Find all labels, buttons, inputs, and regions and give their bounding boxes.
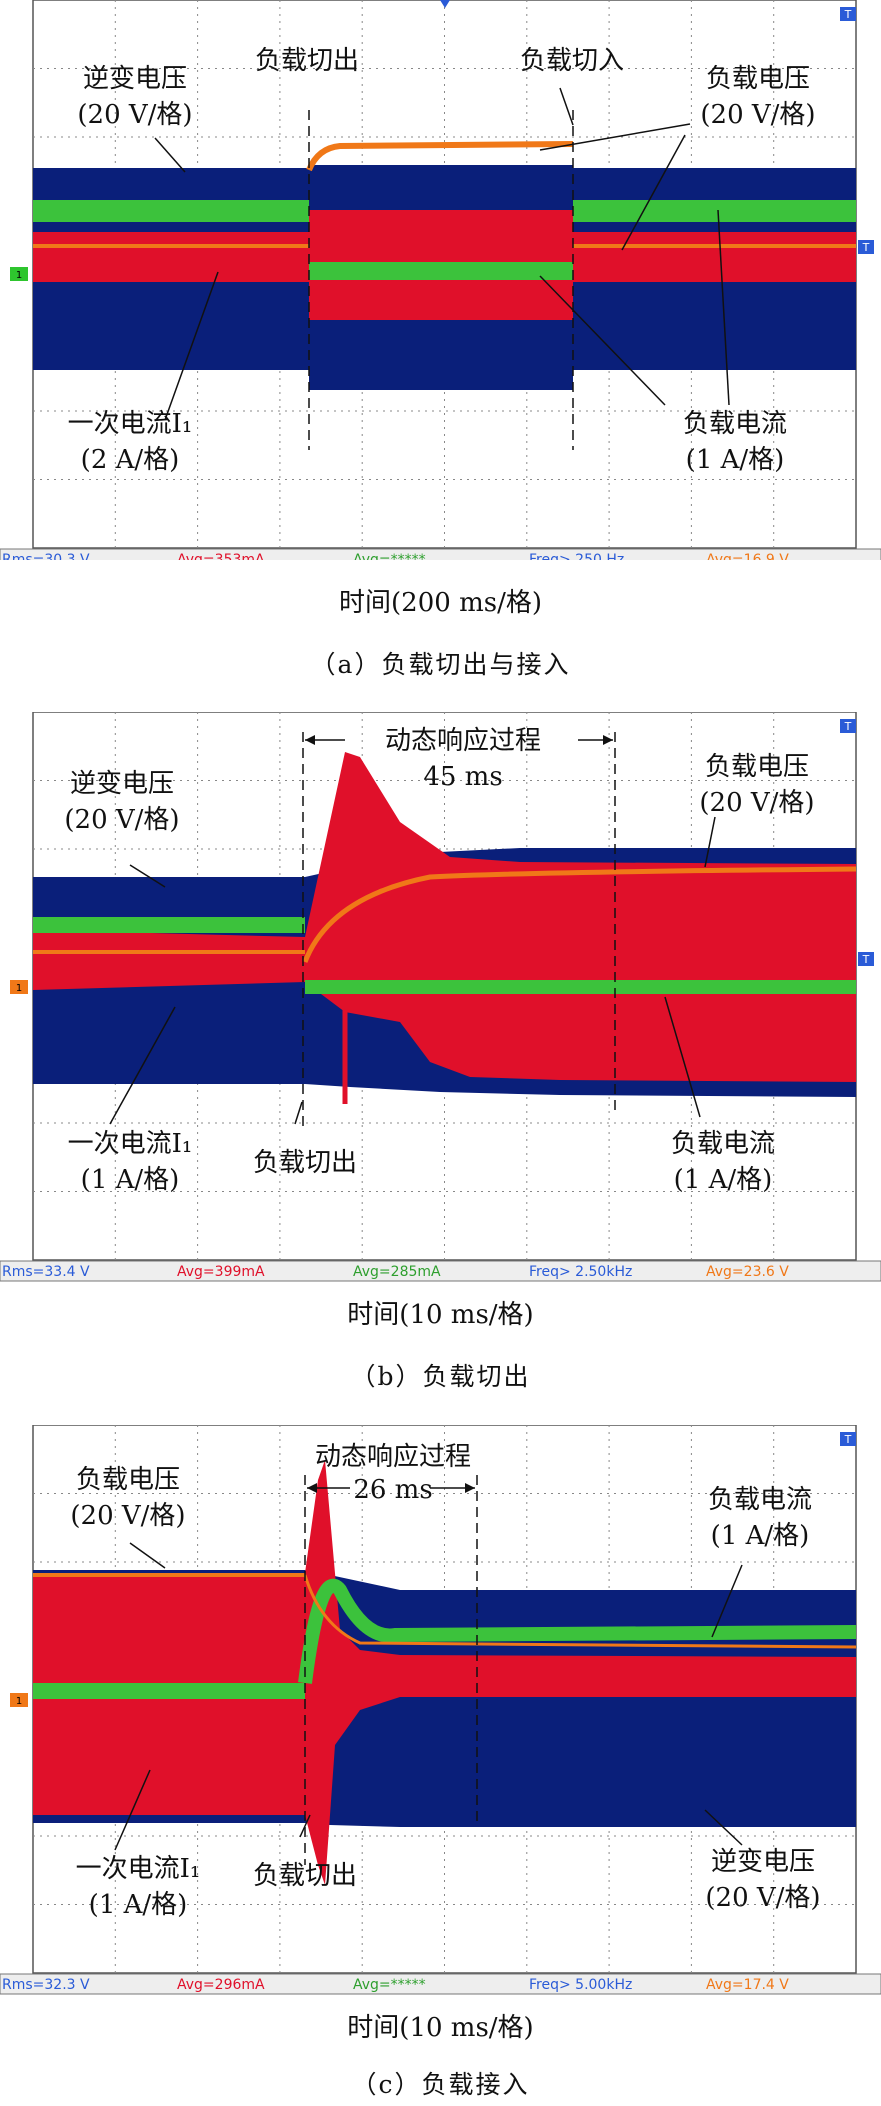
scope-c: 动态响应过程 26 ms 负载电压 (20 V/格) 负载电流 (1 A/格) … [0, 1425, 881, 2000]
trace-primary-current [573, 232, 856, 282]
measurement-avg-voltage: Avg=16.9 V [706, 552, 789, 560]
trace-load-current [33, 917, 305, 933]
annotation-inverter-voltage: 逆变电压 [70, 769, 174, 799]
annotation-dynamic-response: 动态响应过程 [385, 726, 541, 756]
annotation-load-voltage: 负载电压 [76, 1465, 180, 1495]
subfigure-caption-b: （b）负载切出 [350, 1362, 531, 1391]
annotation-load-current-scale: (1 A/格) [674, 1165, 773, 1195]
annotation-load-off: 负载切出 [253, 1148, 357, 1178]
annotation-load-off: 负载切出 [255, 46, 359, 76]
measurement-bar-c: Rms=32.3 V Avg=296mA Avg=***** Freq> 5.0… [2, 1977, 789, 1993]
trace-load-current [305, 980, 856, 994]
annotation-primary-current: 一次电流I₁ [76, 1854, 201, 1884]
svg-text:T: T [862, 953, 870, 966]
channel-4-marker [10, 980, 28, 994]
svg-text:1: 1 [16, 270, 22, 281]
measurement-avg-load-current: Avg=***** [353, 1977, 426, 1993]
annotation-load-current-scale: (1 A/格) [711, 1521, 810, 1551]
annotation-primary-current: 一次电流I₁ [68, 1129, 193, 1159]
measurement-rms: Rms=30.3 V [2, 552, 90, 560]
annotation-inverter-voltage-scale: (20 V/格) [705, 1883, 820, 1913]
scope-b-svg: 动态响应过程 45 ms 逆变电压 (20 V/格) 负载电压 (20 V/格)… [0, 712, 881, 1282]
annotation-load-voltage-scale: (20 V/格) [70, 1501, 185, 1531]
svg-text:1: 1 [16, 983, 22, 994]
channel-4-marker [10, 1693, 28, 1707]
subfigure-caption-a: （a）负载切出与接入 [310, 650, 571, 679]
trigger-level-marker [858, 952, 874, 966]
measurement-avg-load-current: Avg=285mA [353, 1264, 441, 1280]
measurement-frequency: Freq> 250 Hz [529, 552, 624, 560]
trigger-marker [840, 1432, 856, 1446]
annotation-primary-current-scale: (1 A/格) [89, 1890, 188, 1920]
svg-text:T: T [844, 720, 852, 733]
svg-text:T: T [844, 8, 852, 21]
annotation-load-current: 负载电流 [683, 409, 787, 439]
annotation-load-current-scale: (1 A/格) [686, 445, 785, 475]
x-axis-label-b: 时间(10 ms/格) [347, 1300, 534, 1330]
panel-b: 动态响应过程 45 ms 逆变电压 (20 V/格) 负载电压 (20 V/格)… [0, 712, 881, 1402]
annotation-inverter-voltage-scale: (20 V/格) [77, 100, 192, 130]
trace-load-voltage [302, 866, 857, 963]
annotation-primary-current-scale: (2 A/格) [81, 445, 180, 475]
trace-load-voltage [306, 141, 574, 172]
trigger-marker [840, 7, 856, 21]
annotation-load-voltage-scale: (20 V/格) [700, 100, 815, 130]
measurement-avg-current: Avg=399mA [177, 1264, 265, 1280]
annotation-load-current: 负载电流 [708, 1485, 812, 1515]
x-axis-label-a: 时间(200 ms/格) [339, 588, 542, 618]
scope-a: 负载切出 负载切入 逆变电压 (20 V/格) 负载电压 (20 V/格) 一次… [0, 0, 881, 560]
annotation-primary-current-scale: (1 A/格) [81, 1165, 180, 1195]
measurement-frequency: Freq> 5.00kHz [529, 1977, 632, 1993]
measurement-rms: Rms=33.4 V [2, 1264, 90, 1280]
scope-c-svg: 动态响应过程 26 ms 负载电压 (20 V/格) 负载电流 (1 A/格) … [0, 1425, 881, 1995]
annotation-load-voltage: 负载电压 [706, 64, 810, 94]
trigger-level-marker [858, 240, 874, 254]
annotation-load-off: 负载切出 [253, 1861, 357, 1891]
subfigure-caption-c: （c）负载接入 [351, 2070, 530, 2099]
annotation-duration: 45 ms [423, 762, 502, 792]
trace-primary-current [33, 752, 856, 1082]
scope-b: 动态响应过程 45 ms 逆变电压 (20 V/格) 负载电压 (20 V/格)… [0, 712, 881, 1287]
measurement-rms: Rms=32.3 V [2, 1977, 90, 1993]
svg-text:1: 1 [16, 1696, 22, 1707]
annotation-inverter-voltage: 逆变电压 [83, 64, 187, 94]
trace-load-current [309, 262, 573, 280]
annotation-inverter-voltage: 逆变电压 [711, 1847, 815, 1877]
scope-a-svg: 负载切出 负载切入 逆变电压 (20 V/格) 负载电压 (20 V/格) 一次… [0, 0, 881, 560]
measurement-avg-current: Avg=353mA [177, 552, 265, 560]
trace-load-current [573, 200, 856, 222]
annotation-load-on: 负载切入 [520, 46, 624, 76]
measurement-avg-load-current: Avg=***** [353, 552, 426, 560]
panel-a: 负载切出 负载切入 逆变电压 (20 V/格) 负载电压 (20 V/格) 一次… [0, 0, 881, 690]
annotation-duration: 26 ms [353, 1475, 432, 1505]
measurement-bar-b: Rms=33.4 V Avg=399mA Avg=285mA Freq> 2.5… [2, 1264, 789, 1280]
channel-1-marker [10, 267, 28, 281]
trace-load-current [33, 1683, 305, 1699]
measurement-avg-voltage: Avg=23.6 V [706, 1264, 789, 1280]
trace-load-current [33, 200, 309, 222]
trace-load-voltage [303, 1574, 857, 1649]
annotation-load-voltage-scale: (20 V/格) [699, 788, 814, 818]
trace-primary-current [33, 232, 309, 282]
annotation-load-current: 负载电流 [671, 1129, 775, 1159]
trigger-marker [840, 719, 856, 733]
annotation-primary-current: 一次电流I₁ [68, 409, 193, 439]
svg-text:T: T [862, 241, 870, 254]
measurement-avg-current: Avg=296mA [177, 1977, 265, 1993]
annotation-load-voltage: 负载电压 [705, 752, 809, 782]
annotation-inverter-voltage-scale: (20 V/格) [64, 805, 179, 835]
annotation-dynamic-response: 动态响应过程 [315, 1442, 471, 1472]
panel-c: 动态响应过程 26 ms 负载电压 (20 V/格) 负载电流 (1 A/格) … [0, 1425, 881, 2106]
measurement-avg-voltage: Avg=17.4 V [706, 1977, 789, 1993]
svg-text:T: T [844, 1433, 852, 1446]
x-axis-label-c: 时间(10 ms/格) [347, 2013, 534, 2043]
measurement-frequency: Freq> 2.50kHz [529, 1264, 632, 1280]
trace-load-current [298, 1578, 857, 1684]
trace-primary-current [33, 1460, 856, 1885]
measurement-bar-a: Rms=30.3 V Avg=353mA Avg=***** Freq> 250… [2, 552, 789, 560]
